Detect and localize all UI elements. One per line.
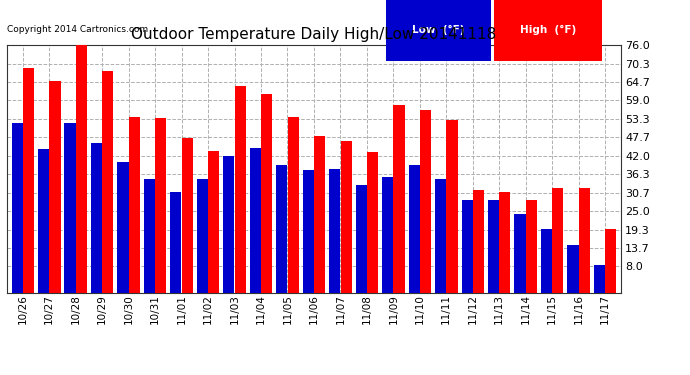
Bar	[117, 162, 128, 292]
Bar	[197, 178, 208, 292]
Bar	[288, 117, 299, 292]
Bar	[224, 156, 235, 292]
Bar	[303, 170, 314, 292]
Bar	[170, 192, 181, 292]
Bar	[420, 110, 431, 292]
Bar	[462, 200, 473, 292]
Bar	[594, 265, 605, 292]
Bar	[235, 86, 246, 292]
Bar	[76, 45, 87, 292]
Bar	[208, 151, 219, 292]
Bar	[314, 136, 325, 292]
Bar	[446, 120, 457, 292]
Bar	[12, 123, 23, 292]
Bar	[579, 188, 590, 292]
Bar	[102, 71, 113, 292]
Text: Copyright 2014 Cartronics.com: Copyright 2014 Cartronics.com	[7, 25, 148, 34]
Bar	[329, 169, 340, 292]
Bar	[155, 118, 166, 292]
Bar	[64, 123, 76, 292]
Bar	[23, 68, 34, 292]
Bar	[435, 178, 446, 292]
Bar	[38, 149, 49, 292]
Bar	[181, 138, 193, 292]
Bar	[50, 81, 61, 292]
Bar	[129, 117, 140, 292]
Bar	[276, 165, 287, 292]
Bar	[605, 229, 616, 292]
Bar	[144, 178, 155, 292]
Bar	[500, 192, 511, 292]
Bar	[367, 153, 378, 292]
Bar	[488, 200, 499, 292]
Bar	[473, 190, 484, 292]
Bar	[408, 165, 420, 292]
Bar	[541, 229, 552, 292]
Bar	[261, 94, 273, 292]
Title: Outdoor Temperature Daily High/Low 20141118: Outdoor Temperature Daily High/Low 20141…	[131, 27, 497, 42]
Text: High  (°F): High (°F)	[520, 25, 576, 35]
Bar	[382, 177, 393, 292]
Bar	[393, 105, 404, 292]
Bar	[250, 148, 261, 292]
Text: Low  (°F): Low (°F)	[412, 25, 464, 35]
Bar	[91, 143, 102, 292]
Bar	[526, 200, 537, 292]
Bar	[567, 245, 578, 292]
Bar	[552, 188, 564, 292]
Bar	[341, 141, 352, 292]
Bar	[515, 214, 526, 292]
Bar	[355, 185, 367, 292]
